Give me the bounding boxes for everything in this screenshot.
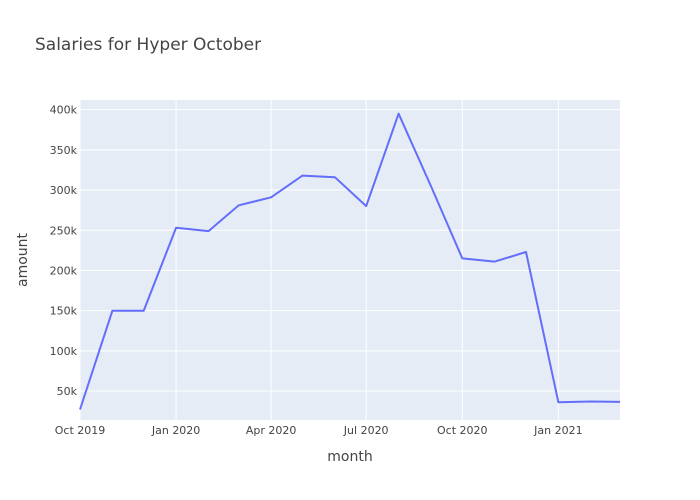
series-layer xyxy=(79,112,621,410)
chart-title: Salaries for Hyper October xyxy=(35,35,261,55)
x-tick-label: Jan 2021 xyxy=(533,424,582,437)
x-tick-label: Apr 2020 xyxy=(246,424,297,437)
x-tick-label: Oct 2019 xyxy=(55,424,106,437)
x-axis-label: month xyxy=(327,449,372,465)
x-tick-label: Oct 2020 xyxy=(437,424,488,437)
y-tick-label: 100k xyxy=(50,345,78,358)
x-tick-label: Jul 2020 xyxy=(343,424,389,437)
x-tick-label: Jan 2020 xyxy=(151,424,200,437)
y-tick-label: 50k xyxy=(57,385,78,398)
y-tick-label: 200k xyxy=(50,264,78,277)
y-tick-label: 300k xyxy=(50,184,78,197)
y-tick-label: 400k xyxy=(50,104,78,117)
y-axis-label: amount xyxy=(15,232,31,287)
x-ticks: Oct 2019 Jan 2020 Apr 2020 Jul 2020 Oct 2020… xyxy=(55,424,583,437)
y-tick-label: 250k xyxy=(50,224,78,237)
plot-area xyxy=(80,100,620,420)
y-tick-label: 150k xyxy=(50,305,78,318)
series-line xyxy=(79,112,621,410)
y-tick-label: 350k xyxy=(50,144,78,157)
y-ticks: 50k 100k 150k 200k 250k 300k 350k 400k xyxy=(50,104,78,398)
